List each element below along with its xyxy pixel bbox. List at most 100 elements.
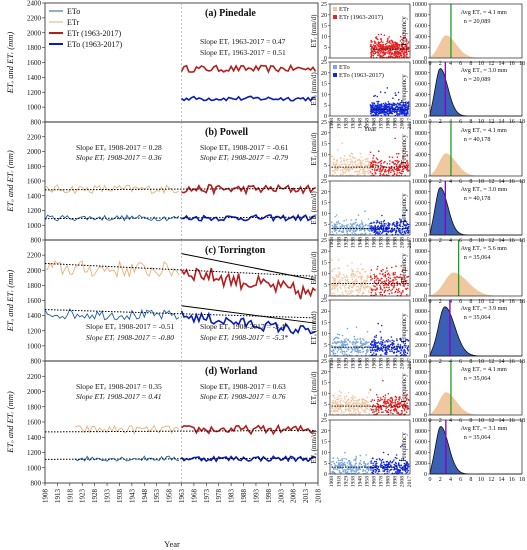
scatter-point bbox=[340, 160, 343, 163]
scatter-point bbox=[389, 399, 391, 401]
y-tick-label: 1000 bbox=[27, 342, 42, 350]
panel-frame bbox=[329, 61, 411, 117]
y-tick-label: 10 bbox=[321, 34, 327, 40]
scatter-point bbox=[388, 225, 390, 227]
scatter-point bbox=[366, 463, 369, 466]
scatter-point bbox=[373, 348, 376, 351]
scatter-point bbox=[371, 104, 374, 107]
panel-title: (d) Worland bbox=[205, 366, 258, 377]
panel-frame bbox=[429, 180, 523, 236]
scatter-point bbox=[352, 396, 355, 399]
scatter-point bbox=[392, 222, 394, 225]
scatter-point bbox=[372, 157, 374, 159]
x-tick-label: 1923 bbox=[79, 489, 87, 504]
scatter-point bbox=[371, 102, 373, 104]
scatter-point bbox=[393, 459, 395, 461]
scatter-point bbox=[360, 463, 363, 466]
scatter-point bbox=[379, 465, 382, 467]
scatter-point bbox=[352, 470, 354, 472]
scatter-point bbox=[384, 104, 386, 106]
x-tick-label: 2008 bbox=[400, 358, 406, 369]
scatter-point bbox=[385, 45, 387, 47]
scatter-point bbox=[390, 464, 392, 467]
scatter-point bbox=[391, 224, 394, 226]
x-axis-left: 1908 1913 1918 1923 1928 1933 1938 1943 1948 1953… bbox=[42, 483, 323, 549]
scatter-point bbox=[359, 272, 362, 275]
x-tick-label: 1948 bbox=[357, 118, 363, 129]
scatter-point bbox=[339, 161, 342, 164]
scatter-point bbox=[354, 348, 357, 350]
scatter-point bbox=[346, 399, 349, 402]
legend-label: ETo bbox=[339, 64, 350, 71]
scatter-point bbox=[357, 268, 359, 270]
scatter-point bbox=[343, 158, 345, 160]
series-etr bbox=[74, 424, 180, 436]
scatter-point bbox=[342, 469, 345, 472]
scatter-point bbox=[348, 354, 351, 356]
scatter-point bbox=[407, 339, 410, 342]
y-tick-label: 2000 bbox=[415, 343, 427, 349]
scatter-point bbox=[371, 161, 373, 164]
scatter-point bbox=[366, 351, 368, 354]
x-tick-label: 1908 bbox=[42, 489, 50, 504]
y-tick-label: 6000 bbox=[415, 440, 427, 446]
scatter-point bbox=[390, 406, 392, 409]
scatter-point bbox=[357, 173, 360, 175]
scatter-point bbox=[351, 268, 353, 271]
scatter-point bbox=[385, 351, 388, 353]
scatter-point bbox=[382, 284, 385, 287]
x-tick-label: 1938 bbox=[350, 476, 356, 487]
slope-annotation: Slope ETᵣ 1908-2017 = -0.80 bbox=[86, 333, 174, 342]
scatter-point bbox=[377, 408, 379, 411]
scatter-point bbox=[332, 401, 334, 403]
scatter-point bbox=[373, 399, 376, 402]
scatter-point bbox=[338, 230, 341, 232]
scatter-point bbox=[354, 232, 356, 235]
x-tick-label: 2008 bbox=[400, 476, 406, 487]
scatter-point bbox=[381, 458, 384, 461]
y-tick-label: 0 bbox=[424, 174, 427, 180]
y-tick-label: 15 bbox=[321, 24, 327, 30]
scatter-point bbox=[399, 229, 401, 231]
scatter-point bbox=[396, 284, 399, 287]
scatter-point bbox=[394, 399, 397, 402]
scatter-point bbox=[402, 392, 405, 395]
scatter-point bbox=[385, 112, 387, 114]
scatter-point bbox=[360, 164, 363, 167]
scatter-point bbox=[395, 265, 397, 268]
scatter-point bbox=[373, 288, 375, 291]
scatter-point bbox=[331, 231, 334, 233]
y-tick-label: 10000 bbox=[412, 60, 427, 66]
scatter-point bbox=[339, 399, 342, 402]
trend-line bbox=[44, 216, 316, 220]
scatter-point bbox=[357, 276, 360, 279]
legend-label: ETo (1963-2017) bbox=[339, 72, 384, 79]
scatter-point bbox=[381, 281, 383, 283]
scatter-point bbox=[377, 278, 379, 280]
scatter-point bbox=[384, 46, 386, 48]
scatter-point bbox=[389, 163, 391, 165]
scatter-point bbox=[396, 410, 398, 413]
y-tick-label: 1600 bbox=[27, 419, 42, 427]
x-tick-label: 12 bbox=[488, 477, 494, 483]
scatter-point bbox=[385, 403, 388, 405]
x-tick-label: 1938 bbox=[350, 358, 356, 369]
x-tick-label: 1929 bbox=[343, 358, 349, 369]
scatter-point bbox=[387, 345, 389, 347]
scatter-point bbox=[338, 469, 341, 472]
scatter-point bbox=[339, 286, 341, 289]
scatter-point bbox=[405, 44, 408, 47]
scatter-point bbox=[359, 161, 362, 163]
scatter-point bbox=[345, 274, 348, 277]
scatter-point bbox=[335, 410, 337, 412]
scatter-point bbox=[366, 408, 369, 410]
scatter-point bbox=[338, 341, 341, 343]
scatter-point bbox=[370, 43, 372, 46]
scatter-point bbox=[387, 50, 390, 52]
scatter-point bbox=[404, 342, 407, 345]
x-tick-label: 14 bbox=[499, 299, 505, 305]
scatter-point bbox=[395, 47, 397, 49]
scatter-point bbox=[402, 110, 405, 113]
scatter-point bbox=[402, 291, 404, 293]
